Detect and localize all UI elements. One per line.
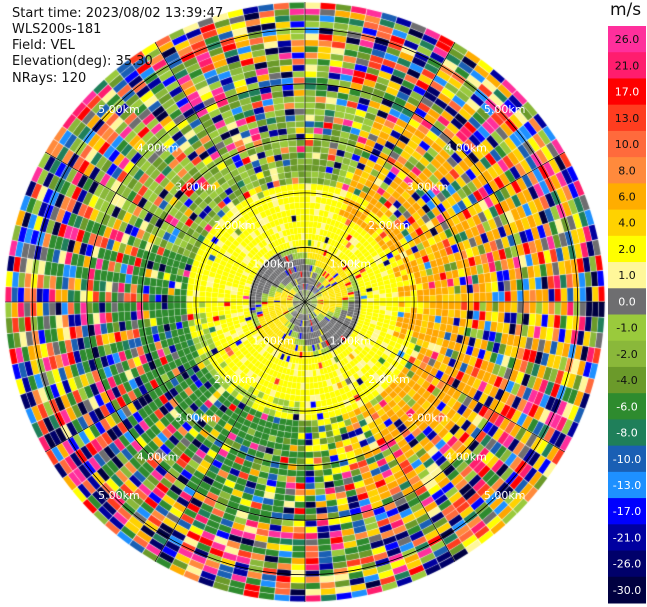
colorbar-title: m/s [610,0,642,20]
elevation-label: Elevation(deg): 35.30 [12,54,153,69]
field-label: Field: VEL [12,38,75,53]
instrument-label: WLS200s-181 [12,22,102,37]
start-time-label: Start time: 2023/08/02 13:39:47 [12,6,224,21]
nrays-label: NRays: 120 [12,71,87,86]
